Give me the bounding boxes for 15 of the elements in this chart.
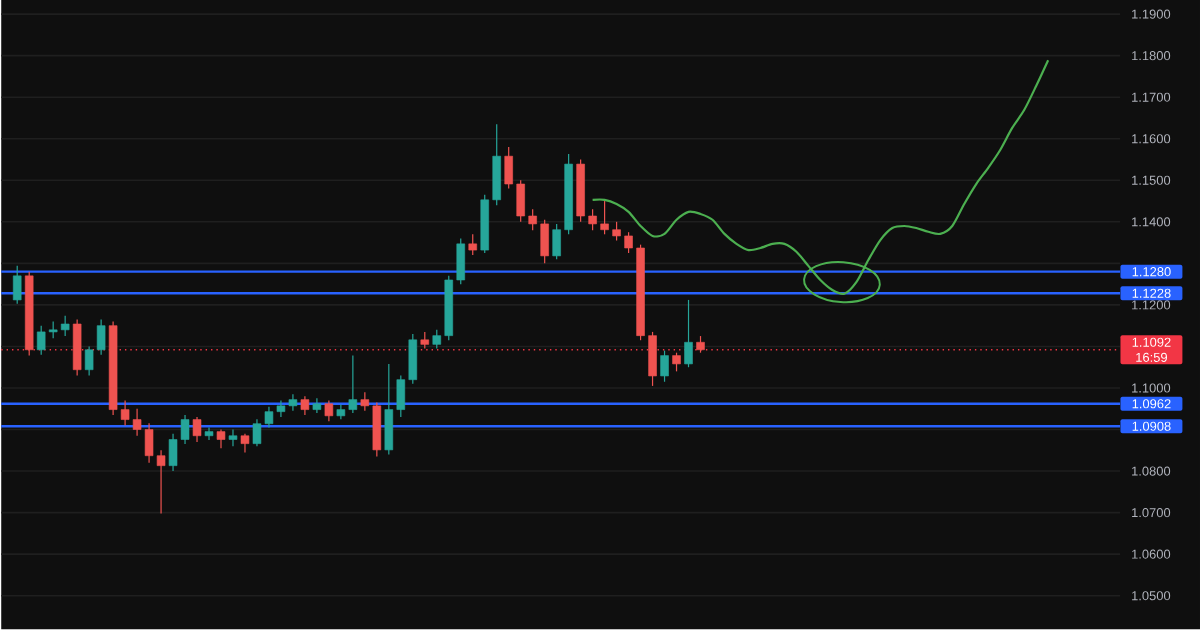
candlestick <box>240 433 250 454</box>
candlestick <box>324 400 334 423</box>
line-series <box>591 59 1050 296</box>
candlestick <box>672 352 681 373</box>
candlestick <box>300 396 310 416</box>
candlestick <box>660 350 669 383</box>
candlestick <box>312 398 322 414</box>
candlestick <box>228 429 238 448</box>
candlestick <box>72 319 82 377</box>
candlestick <box>468 234 477 256</box>
candlestick <box>216 429 226 450</box>
candlestick <box>12 265 22 305</box>
candlestick <box>684 299 693 369</box>
candlestick <box>204 427 214 441</box>
candlestick <box>192 416 202 443</box>
